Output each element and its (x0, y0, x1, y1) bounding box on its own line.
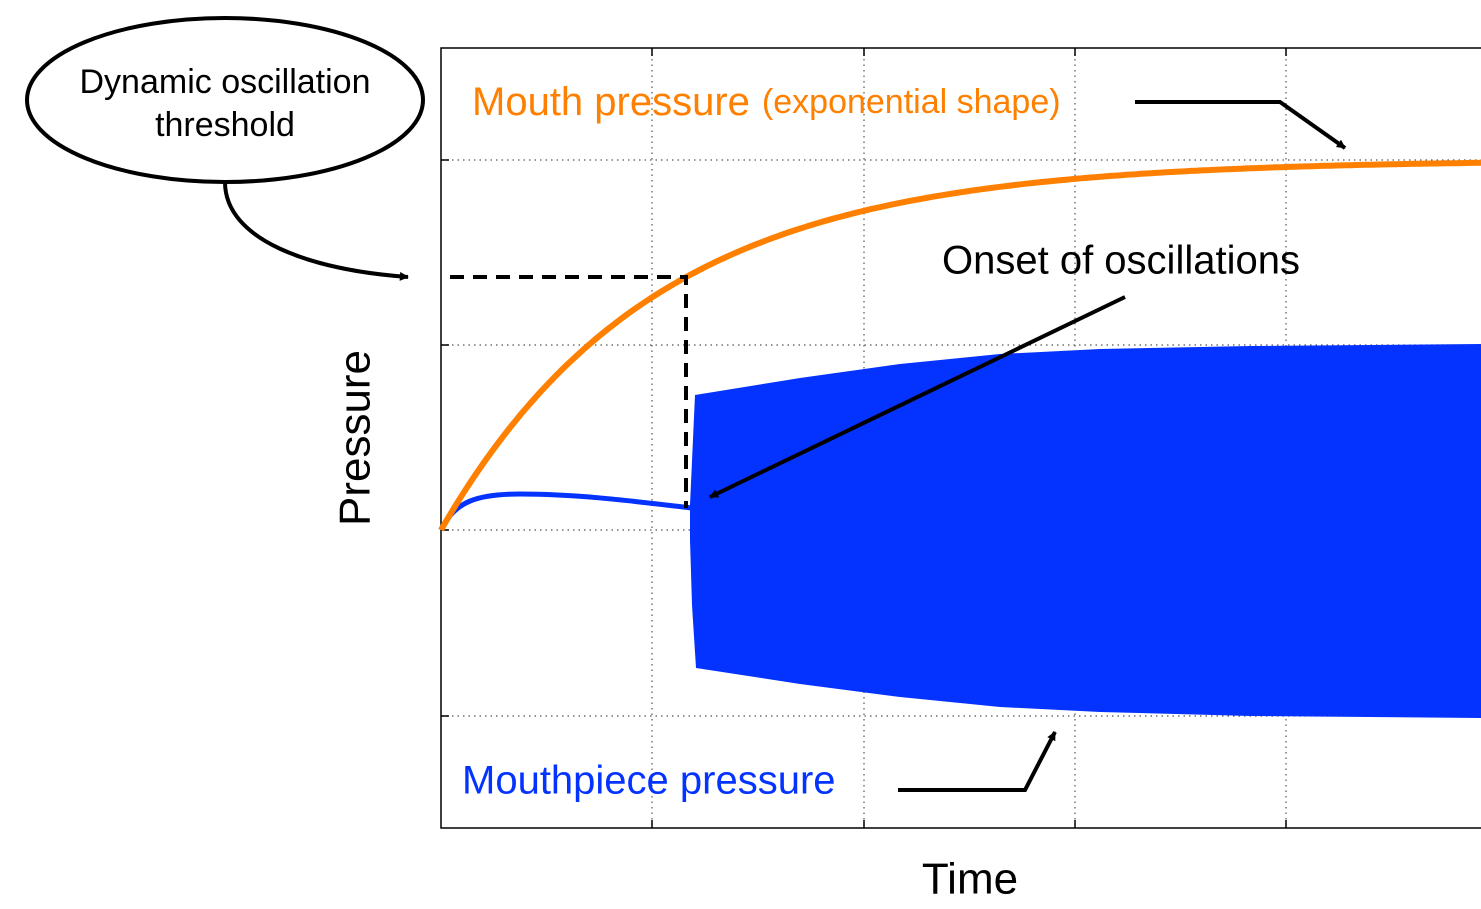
mouth-arrow (1135, 100, 1347, 150)
axis-ticks (441, 48, 1287, 828)
mouthpiece-initial-curve (438, 491, 693, 532)
plot-frame (440, 47, 1481, 829)
mouthpiece-label: Mouthpiece pressure (462, 759, 836, 803)
mouthpiece-arrow (898, 731, 1057, 792)
onset-arrow (709, 295, 1126, 499)
mouth-label: Mouth pressure (exponential shape) (472, 80, 1061, 124)
threshold-arrow (223, 181, 409, 281)
oscillation-band (690, 344, 1481, 718)
threshold-dashed-line (450, 275, 688, 508)
threshold-text: Dynamic oscillation (80, 63, 371, 101)
x-axis-label: Time (922, 855, 1018, 904)
onset-label: Onset of oscillations (942, 239, 1300, 283)
mouth-pressure-curve (438, 159, 1481, 532)
threshold-text: threshold (155, 106, 295, 144)
y-axis-label: Pressure (331, 350, 380, 526)
